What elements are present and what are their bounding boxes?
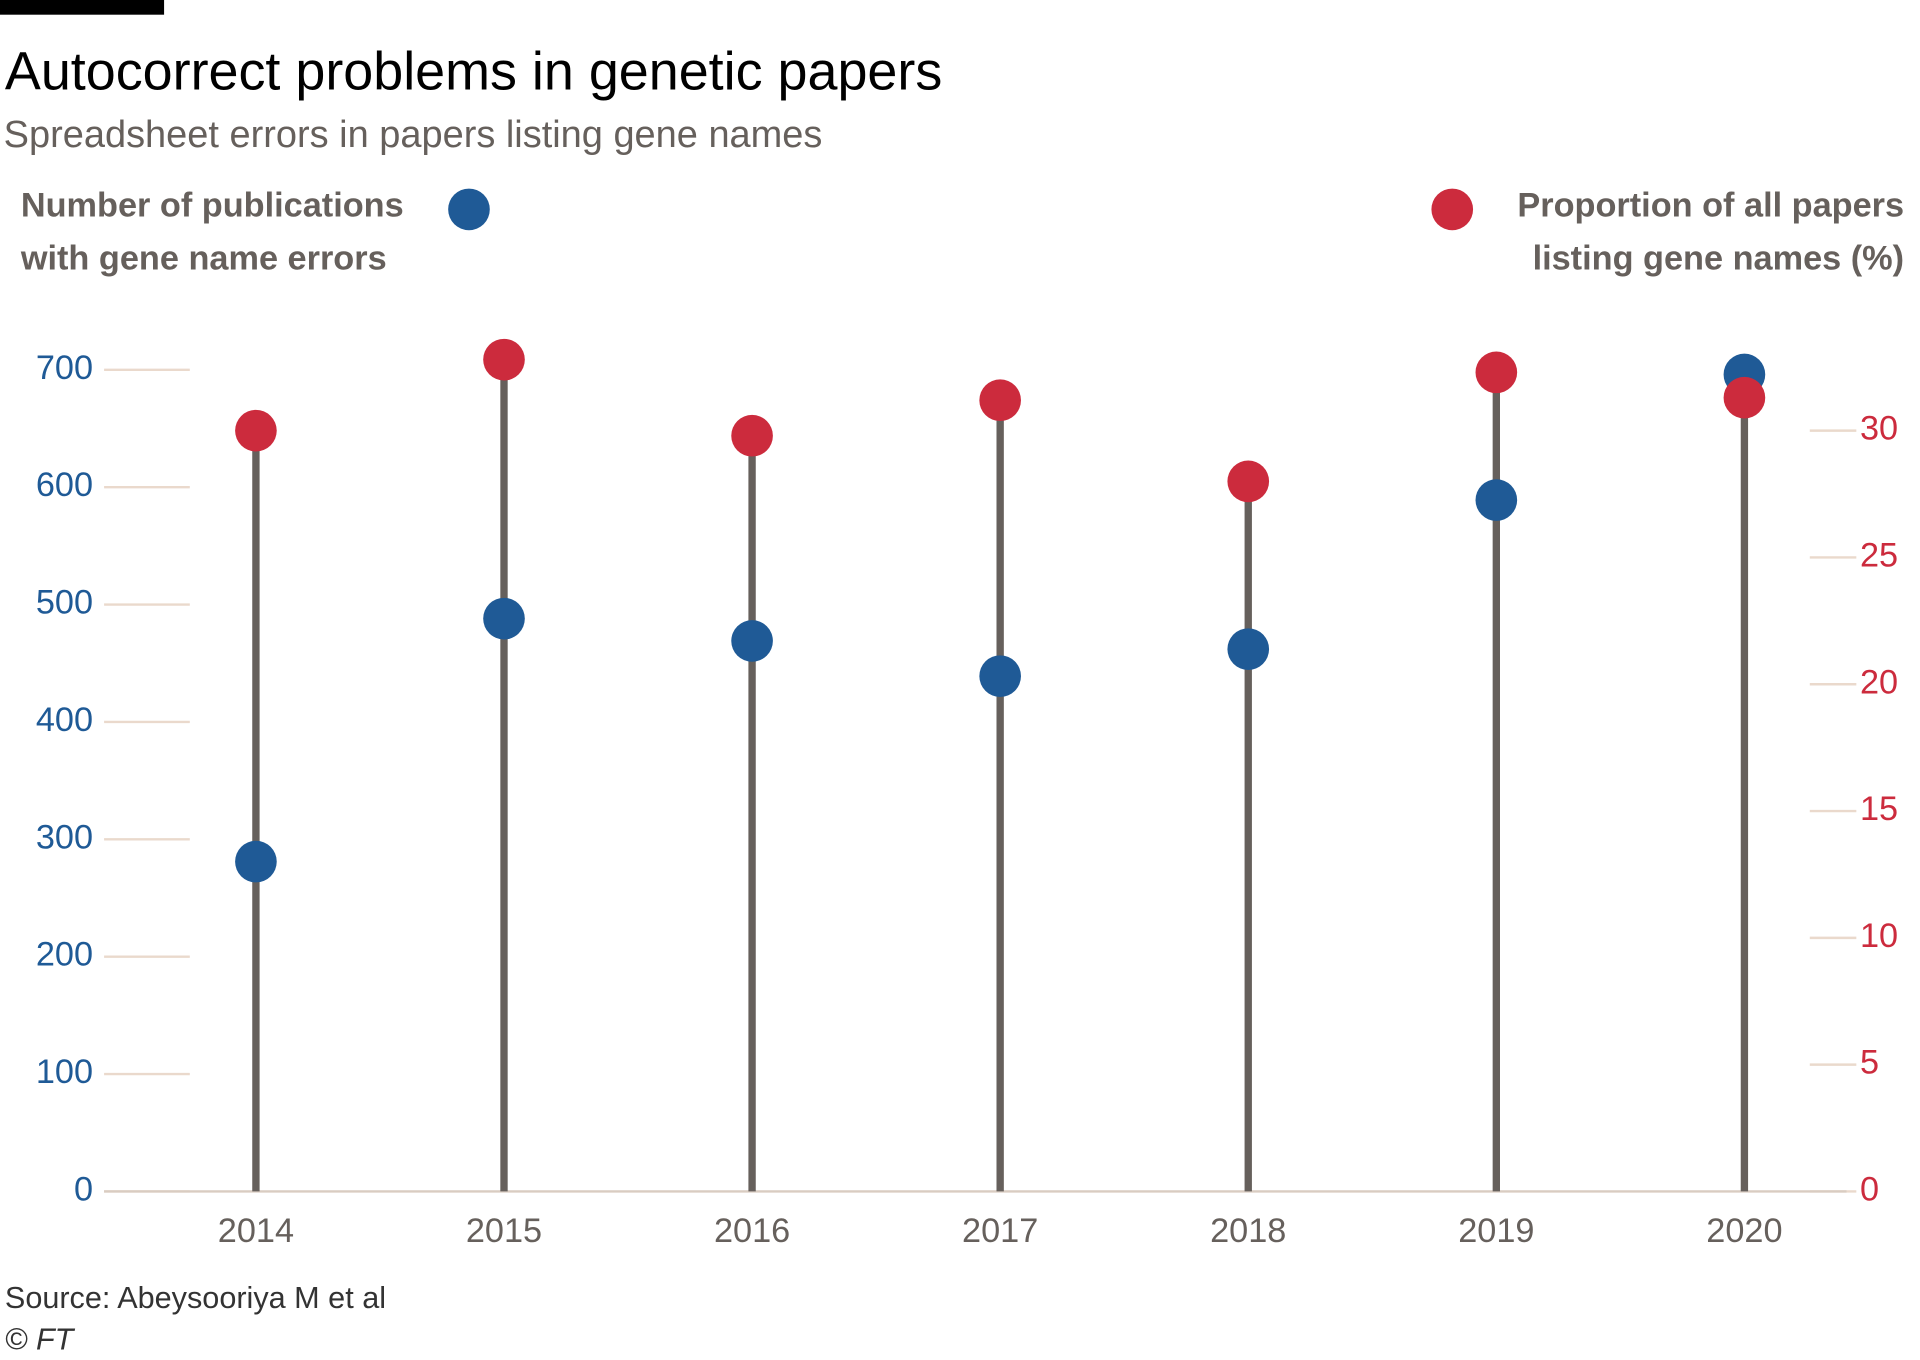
y-tick-label: 700 [36,349,93,387]
y-tick-label: 500 [36,584,93,622]
y-tick-label: 0 [74,1170,93,1208]
dot [1475,479,1518,521]
y-tick-label: 100 [36,1053,93,1091]
y2-tick-label: 20 [1860,663,1898,701]
dot [979,379,1021,422]
y-tick-label: 300 [36,818,93,856]
dot [1475,351,1518,394]
dot [1227,628,1270,670]
chart-title: Autocorrect problems in genetic papers [4,41,943,102]
x-tick-label: 2017 [962,1212,1038,1250]
dot [483,597,525,640]
y-tick-label: 400 [36,701,93,739]
y2-tick-label: 5 [1860,1044,1879,1082]
y-tick-label: 600 [36,466,93,504]
legend-label: Number of publications with gene name er… [20,186,404,277]
dot [1723,376,1766,419]
credit: © FT [4,1322,74,1357]
y2-tick-label: 25 [1860,537,1898,575]
y2-tick-label: 10 [1860,917,1898,955]
legend-marker [448,188,490,231]
y2-tick-label: 15 [1860,790,1898,828]
x-tick-label: 2019 [1458,1212,1534,1250]
x-tick-label: 2020 [1706,1212,1782,1250]
dot [979,655,1021,697]
chart-subtitle: Spreadsheet errors in papers listing gen… [3,112,823,156]
dot [235,840,277,883]
dot [731,620,773,662]
source: Source: Abeysooriya M et al [4,1280,387,1316]
dot [483,338,525,381]
x-tick-label: 2016 [714,1212,790,1250]
x-tick-label: 2018 [1210,1212,1286,1250]
y2-tick-label: 30 [1860,410,1898,448]
y-tick-label: 200 [36,936,93,974]
dot [731,414,773,457]
dot [235,409,277,452]
x-tick-label: 2014 [218,1212,294,1250]
y2-tick-label: 0 [1860,1170,1879,1208]
legend-marker [1431,188,1474,231]
dot [1227,460,1270,503]
x-tick-label: 2015 [466,1212,542,1250]
legend-label: Proportion of all papers listing gene na… [1517,186,1905,277]
brand-bar [0,0,165,15]
